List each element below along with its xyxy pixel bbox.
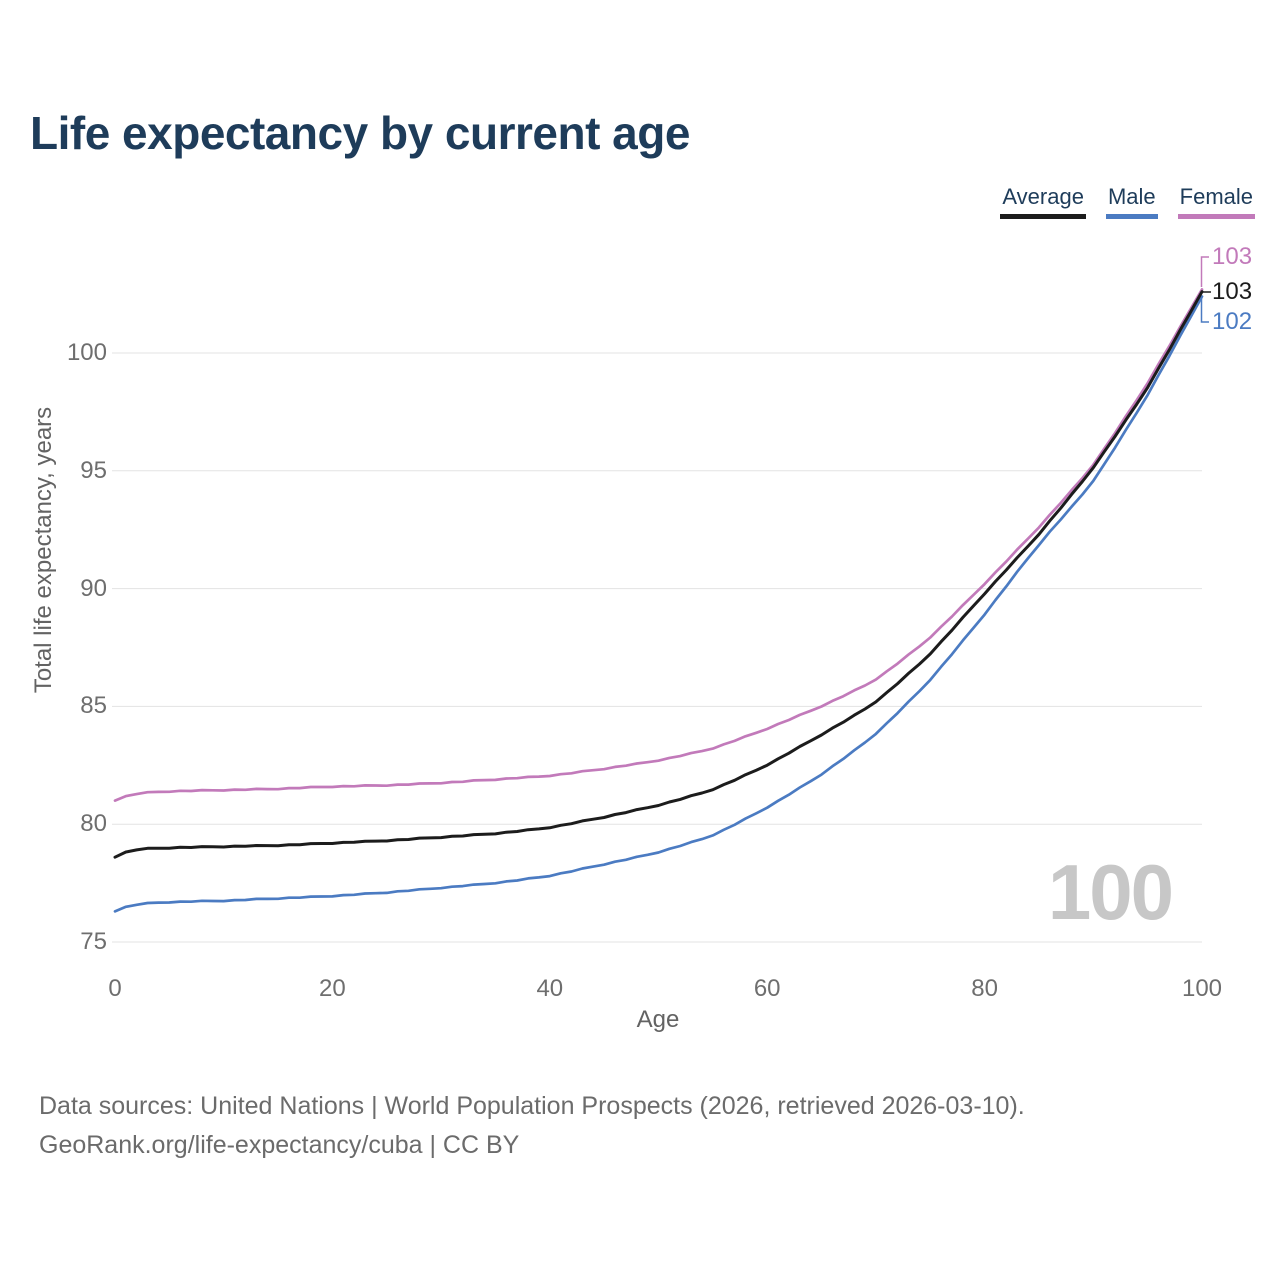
watermark-age-100: 100 <box>1047 848 1174 936</box>
series-line-female <box>113 288 1204 802</box>
x-tick-label: 80 <box>971 975 998 1002</box>
footer: Data sources: United Nations | World Pop… <box>39 1087 1025 1165</box>
x-tick-label: 100 <box>1181 975 1223 1002</box>
x-tick-label: 60 <box>753 975 781 1002</box>
footer-attribution-line: GeoRank.org/life-expectancy/cuba | CC BY <box>39 1131 520 1159</box>
legend-item-average[interactable]: Average <box>1000 184 1086 220</box>
x-tick-label: 40 <box>536 975 564 1002</box>
end-label-average: 103 <box>1212 278 1253 305</box>
footer-sources-line: Data sources: United Nations | World Pop… <box>39 1092 1025 1120</box>
y-tick-label: 80 <box>80 810 107 838</box>
end-label-connector <box>1200 298 1209 323</box>
y-tick-label: 90 <box>80 574 107 602</box>
legend-item-female[interactable]: Female <box>1177 184 1255 220</box>
y-tick-label: 85 <box>80 692 107 720</box>
end-label-connector <box>1200 256 1209 287</box>
legend-label-average: Average <box>1002 184 1084 209</box>
end-label-female: 103 <box>1212 243 1253 270</box>
legend: Average Male Female <box>1000 184 1255 220</box>
x-axis-title: Age <box>636 1006 680 1033</box>
x-tick-label: 0 <box>108 975 122 1002</box>
x-tick-label: 20 <box>319 975 346 1002</box>
y-axis-title: Total life expectancy, years <box>30 406 57 694</box>
page-title: Life expectancy by current age <box>30 107 690 159</box>
series-line-male <box>113 295 1204 913</box>
y-tick-label: 100 <box>66 339 107 366</box>
series-line-average <box>113 290 1204 859</box>
end-label-male: 102 <box>1212 308 1253 335</box>
legend-label-female: Female <box>1179 184 1253 209</box>
legend-label-male: Male <box>1107 184 1156 209</box>
legend-item-male[interactable]: Male <box>1105 184 1158 220</box>
y-tick-label: 95 <box>80 456 107 484</box>
y-tick-label: 75 <box>80 928 107 955</box>
